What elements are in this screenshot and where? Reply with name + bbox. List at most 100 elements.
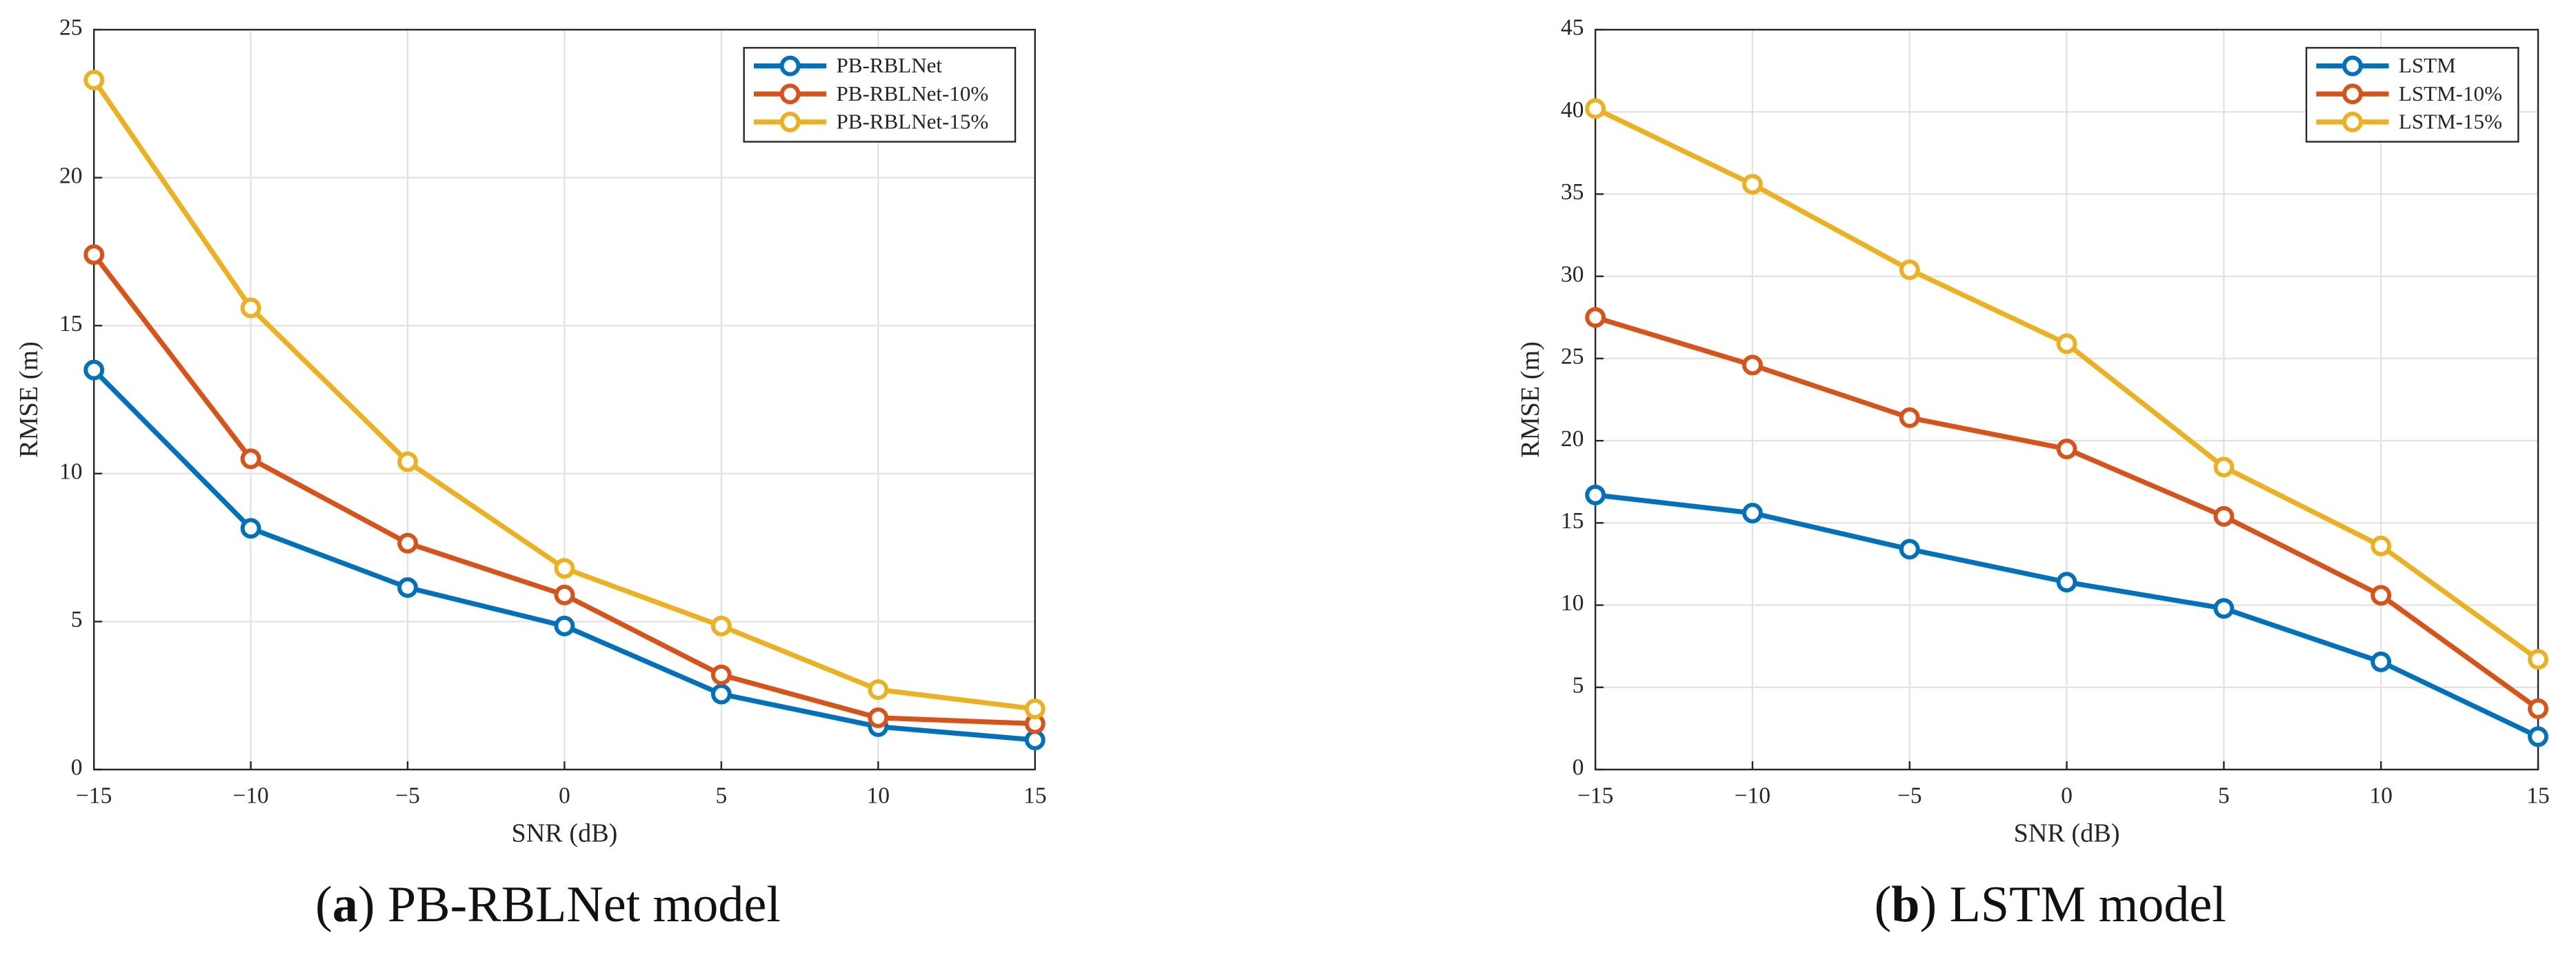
x-tick-label: 10	[2370, 783, 2393, 808]
x-axis-label: SNR (dB)	[511, 819, 617, 847]
data-point	[83, 70, 105, 90]
data-point	[240, 448, 261, 470]
x-tick-label: −5	[1897, 783, 1922, 808]
data-point	[2370, 651, 2392, 672]
caption-part: ) LSTM model	[1919, 876, 2226, 933]
data-point	[554, 558, 575, 579]
data-point	[83, 244, 105, 265]
x-axis-label: SNR (dB)	[2014, 819, 2120, 847]
legend-label: PB-RBLNet-15%	[837, 109, 989, 133]
x-tick-label: 15	[1024, 783, 1046, 808]
y-tick-label: 0	[1572, 755, 1584, 781]
x-tick-label: −15	[1577, 783, 1613, 808]
caption: (b) LSTM model	[1875, 876, 2226, 933]
data-point	[554, 584, 575, 605]
x-tick-label: 5	[716, 783, 728, 808]
data-point	[1742, 354, 1763, 376]
y-tick-label: 15	[59, 311, 82, 337]
y-tick-label: 45	[1561, 15, 1584, 41]
data-point	[1742, 174, 1763, 195]
data-point	[868, 707, 889, 728]
x-tick-label: −15	[76, 783, 112, 808]
data-point	[2370, 585, 2392, 606]
data-point	[1024, 730, 1046, 751]
data-point	[2213, 598, 2235, 619]
legend-label: PB-RBLNet-10%	[837, 81, 989, 106]
y-tick-label: 30	[1561, 261, 1584, 287]
legend-marker	[2342, 111, 2363, 132]
x-tick-label: 15	[2526, 783, 2549, 808]
x-tick-label: −5	[395, 783, 420, 808]
caption-part: a	[332, 876, 358, 933]
caption-part: b	[1891, 876, 1919, 933]
x-tick-label: 5	[2218, 783, 2230, 808]
y-axis-label: RMSE (m)	[1516, 341, 1545, 458]
data-point	[2056, 439, 2077, 459]
data-point	[2528, 726, 2548, 747]
legend-label: LSTM	[2399, 53, 2456, 77]
data-point	[83, 359, 105, 381]
y-tick-label: 20	[59, 163, 82, 188]
caption-part: (	[315, 876, 332, 933]
x-tick-label: 10	[867, 783, 890, 808]
y-tick-label: 40	[1561, 97, 1584, 123]
axes-box	[1594, 28, 2539, 771]
x-tick-label: −10	[1735, 783, 1770, 808]
y-tick-label: 20	[1561, 426, 1584, 452]
legend: PB-RBLNet PB-RBLNet-10% PB-RBLNet-15%	[743, 47, 1017, 143]
y-tick-label: 5	[1572, 672, 1584, 698]
data-point	[554, 615, 575, 636]
caption-part: ) PB-RBLNet model	[358, 876, 781, 933]
data-point	[1024, 699, 1046, 719]
data-point	[397, 532, 418, 554]
y-tick-label: 25	[1561, 344, 1584, 370]
data-point	[240, 518, 261, 539]
x-tick-label: 0	[2061, 783, 2073, 808]
data-point	[2056, 572, 2077, 593]
y-tick-label: 0	[71, 755, 83, 781]
data-point	[240, 297, 261, 319]
data-point	[1585, 98, 1606, 119]
data-point	[710, 683, 732, 705]
legend-marker	[779, 111, 801, 132]
legend-marker	[2342, 83, 2363, 105]
y-tick-label: 35	[1561, 179, 1584, 205]
data-point	[1899, 407, 1920, 428]
caption: (a) PB-RBLNet model	[315, 876, 781, 933]
data-point	[1585, 484, 1606, 505]
x-tick-label: −10	[232, 783, 268, 808]
y-tick-label: 25	[59, 15, 82, 41]
y-axis-label: RMSE (m)	[14, 341, 43, 458]
x-tick-label: 0	[559, 783, 570, 808]
data-point	[2213, 456, 2235, 478]
data-point	[710, 664, 732, 685]
data-point	[397, 451, 418, 472]
axes-box	[93, 28, 1036, 771]
data-point	[868, 679, 889, 701]
legend-label: PB-RBLNet	[837, 53, 943, 77]
legend-label: LSTM-10%	[2399, 81, 2502, 106]
data-point	[1899, 539, 1920, 560]
data-point	[2213, 505, 2235, 527]
data-point	[1585, 307, 1606, 328]
legend: LSTM LSTM-10% LSTM-15%	[2305, 47, 2519, 143]
y-tick-label: 10	[1561, 590, 1584, 616]
data-point	[1742, 503, 1763, 523]
data-point	[2370, 535, 2392, 556]
data-point	[2056, 333, 2077, 354]
data-point	[397, 577, 418, 598]
legend-marker	[2342, 55, 2363, 77]
y-tick-label: 10	[59, 459, 82, 484]
data-point	[710, 615, 732, 636]
caption-part: (	[1875, 876, 1892, 933]
data-point	[2528, 698, 2548, 719]
legend-label: LSTM-15%	[2399, 109, 2502, 133]
data-point	[2528, 649, 2548, 670]
y-tick-label: 5	[71, 607, 83, 632]
y-tick-label: 15	[1561, 508, 1584, 534]
chart: 0 5 10 15 20 25 30 35 40 45 −15 −10 −5 0 5 10 15 SNR (dB)…	[1516, 15, 2550, 933]
legend-marker	[779, 83, 801, 105]
legend-marker	[779, 55, 801, 77]
